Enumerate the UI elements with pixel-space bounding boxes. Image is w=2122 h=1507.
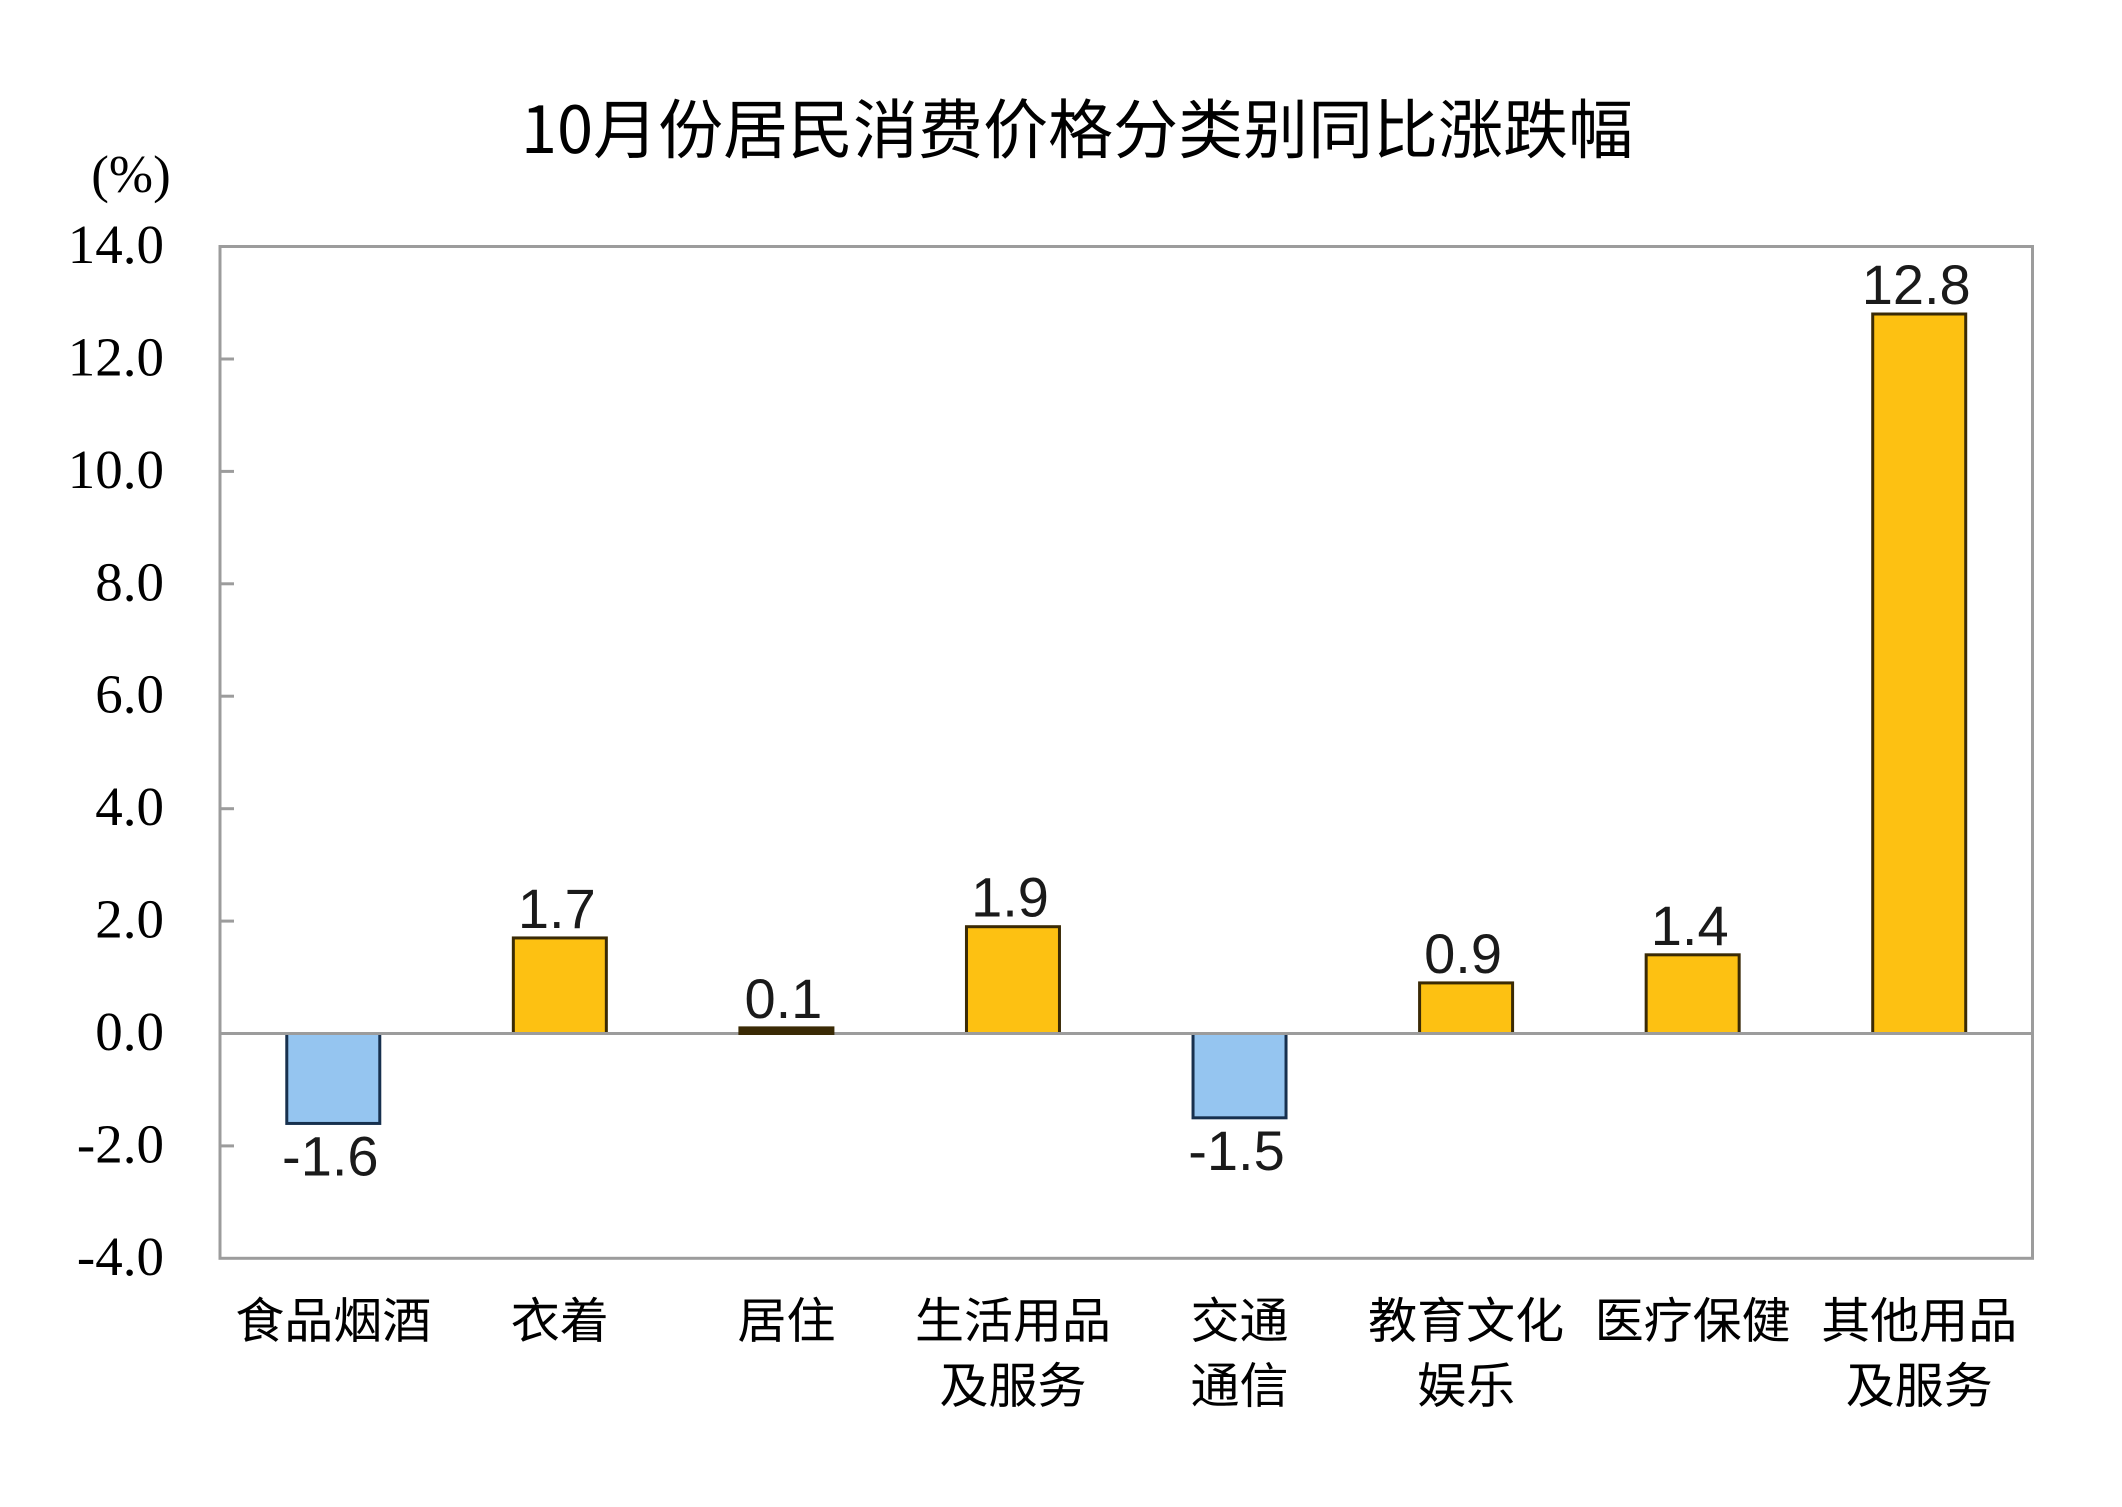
svg-text:12.0: 12.0 <box>68 327 164 388</box>
svg-text:0.0: 0.0 <box>95 1001 164 1062</box>
svg-text:(%): (%) <box>91 146 170 204</box>
svg-text:2.0: 2.0 <box>95 889 164 950</box>
svg-text:12.8: 12.8 <box>1862 253 1971 316</box>
svg-text:10.0: 10.0 <box>68 439 164 500</box>
svg-text:-4.0: -4.0 <box>77 1226 164 1287</box>
svg-text:0.9: 0.9 <box>1424 922 1502 985</box>
svg-text:-1.6: -1.6 <box>282 1124 379 1187</box>
svg-text:1.9: 1.9 <box>971 866 1049 929</box>
svg-text:8.0: 8.0 <box>95 551 164 612</box>
svg-text:14.0: 14.0 <box>68 214 164 275</box>
svg-text:4.0: 4.0 <box>95 776 164 837</box>
svg-text:1.4: 1.4 <box>1651 894 1729 957</box>
svg-text:-2.0: -2.0 <box>77 1113 164 1174</box>
svg-text:-1.5: -1.5 <box>1188 1119 1285 1182</box>
svg-text:6.0: 6.0 <box>95 664 164 725</box>
svg-text:0.1: 0.1 <box>744 967 822 1030</box>
svg-text:1.7: 1.7 <box>518 877 596 940</box>
